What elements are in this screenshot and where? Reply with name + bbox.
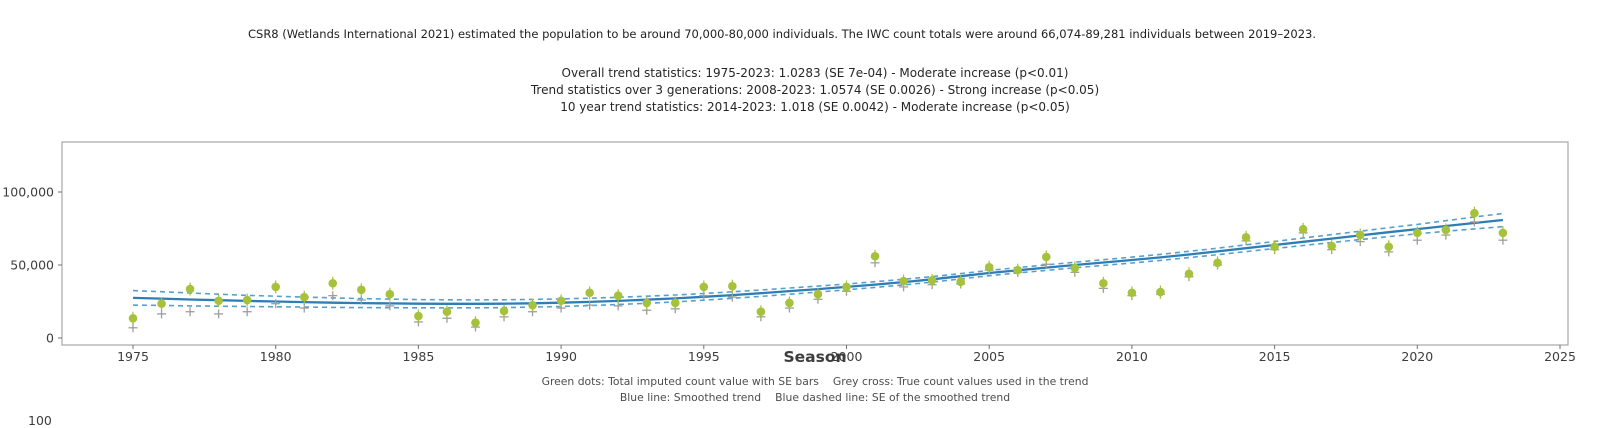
x-tick-label: 2005 (973, 349, 1005, 364)
figure-title: CSR8 (Wetlands International 2021) estim… (247, 27, 1317, 41)
imputed-count-dot (1441, 225, 1451, 235)
imputed-count-dot (613, 291, 623, 300)
imputed-count-dot (1013, 265, 1023, 275)
imputed-count-dot (271, 282, 281, 292)
imputed-count-dot (642, 298, 652, 308)
imputed-count-dot (1413, 228, 1422, 238)
imputed-count-dot (756, 307, 766, 317)
imputed-count-dot (471, 318, 480, 327)
imputed-count-dot (1384, 242, 1394, 252)
y-tick-label: 100,000 (2, 185, 54, 200)
imputed-count-dot (785, 298, 794, 308)
x-tick-label: 2010 (1116, 349, 1148, 364)
imputed-count-dot (528, 300, 537, 310)
x-tick-label: 1975 (117, 349, 149, 364)
imputed-count-dot (328, 278, 338, 288)
imputed-count-dot (1355, 230, 1365, 240)
imputed-count-dot (699, 282, 709, 292)
imputed-count-dot (813, 289, 823, 299)
imputed-count-dot (670, 298, 680, 308)
legend-grey-cross: Grey cross: True count values used in th… (832, 375, 1089, 388)
imputed-count-dot (242, 295, 252, 305)
x-tick-label: 2000 (831, 349, 863, 364)
imputed-count-dot (385, 289, 395, 299)
stats-ten-year-trend: 10 year trend statistics: 2014-2023: 1.0… (560, 100, 1070, 114)
imputed-count-dot (1127, 288, 1137, 298)
imputed-count-dot (299, 292, 309, 302)
y-tick-label: 50,000 (10, 258, 54, 273)
imputed-count-dot (1270, 242, 1279, 252)
imputed-count-dot (357, 285, 366, 295)
imputed-count-dot (984, 262, 994, 272)
imputed-count-dot (870, 251, 880, 261)
imputed-count-dot (1327, 241, 1336, 251)
x-tick-label: 1990 (545, 349, 577, 364)
x-tick-label: 1995 (688, 349, 720, 364)
stats-overall-trend: Overall trend statistics: 1975-2023: 1.0… (561, 66, 1069, 80)
trend-statistics: Overall trend statistics: 1975-2023: 1.0… (62, 65, 1568, 116)
x-tick-label: 2025 (1544, 349, 1576, 364)
legend-green-dots: Green dots: Total imputed count value wi… (541, 375, 819, 388)
y-tick-label: 0 (46, 331, 54, 346)
imputed-count-dot (442, 307, 452, 317)
imputed-count-dot (1184, 269, 1194, 279)
imputed-count-dot (1041, 252, 1051, 262)
imputed-count-dot (556, 296, 566, 306)
x-tick-label: 1985 (402, 349, 434, 364)
imputed-count-dot (157, 299, 166, 308)
stats-three-generation-trend: Trend statistics over 3 generations: 200… (530, 83, 1100, 97)
imputed-count-dot (899, 276, 908, 286)
imputed-count-dot (128, 313, 138, 323)
legend-line-1: Green dots: Total imputed count value wi… (62, 375, 1568, 388)
legend-line-2: Blue line: Smoothed trend Blue dashed li… (62, 391, 1568, 404)
imputed-count-dot (585, 288, 594, 298)
imputed-count-dot (499, 306, 509, 316)
imputed-count-dot (927, 276, 937, 285)
imputed-count-dot (728, 281, 737, 291)
legend-blue-dashed: Blue dashed line: SE of the smoothed tre… (775, 391, 1011, 404)
imputed-count-dot (842, 282, 851, 292)
imputed-count-dot (1070, 263, 1080, 273)
next-chart-partial-ylabel: 100 (28, 413, 52, 428)
x-axis-label: Season (783, 348, 847, 366)
x-tick-label: 2020 (1401, 349, 1433, 364)
imputed-count-dot (1298, 224, 1308, 234)
imputed-count-dot (1241, 232, 1251, 242)
plot-frame (61, 141, 1569, 346)
imputed-count-dot (1156, 287, 1165, 297)
imputed-count-dot (214, 296, 223, 306)
imputed-count-dot (185, 284, 195, 294)
legend-blue-line: Blue line: Smoothed trend (619, 391, 762, 404)
imputed-count-dot (956, 277, 965, 287)
imputed-count-dot (1470, 208, 1479, 218)
imputed-count-dot (1099, 278, 1108, 288)
imputed-count-dot (1498, 228, 1508, 238)
x-tick-label: 2015 (1259, 349, 1291, 364)
se-upper-dashed-line (132, 212, 1503, 301)
imputed-count-dot (414, 311, 423, 321)
x-tick-label: 1980 (260, 349, 292, 364)
imputed-count-dot (1213, 258, 1222, 268)
